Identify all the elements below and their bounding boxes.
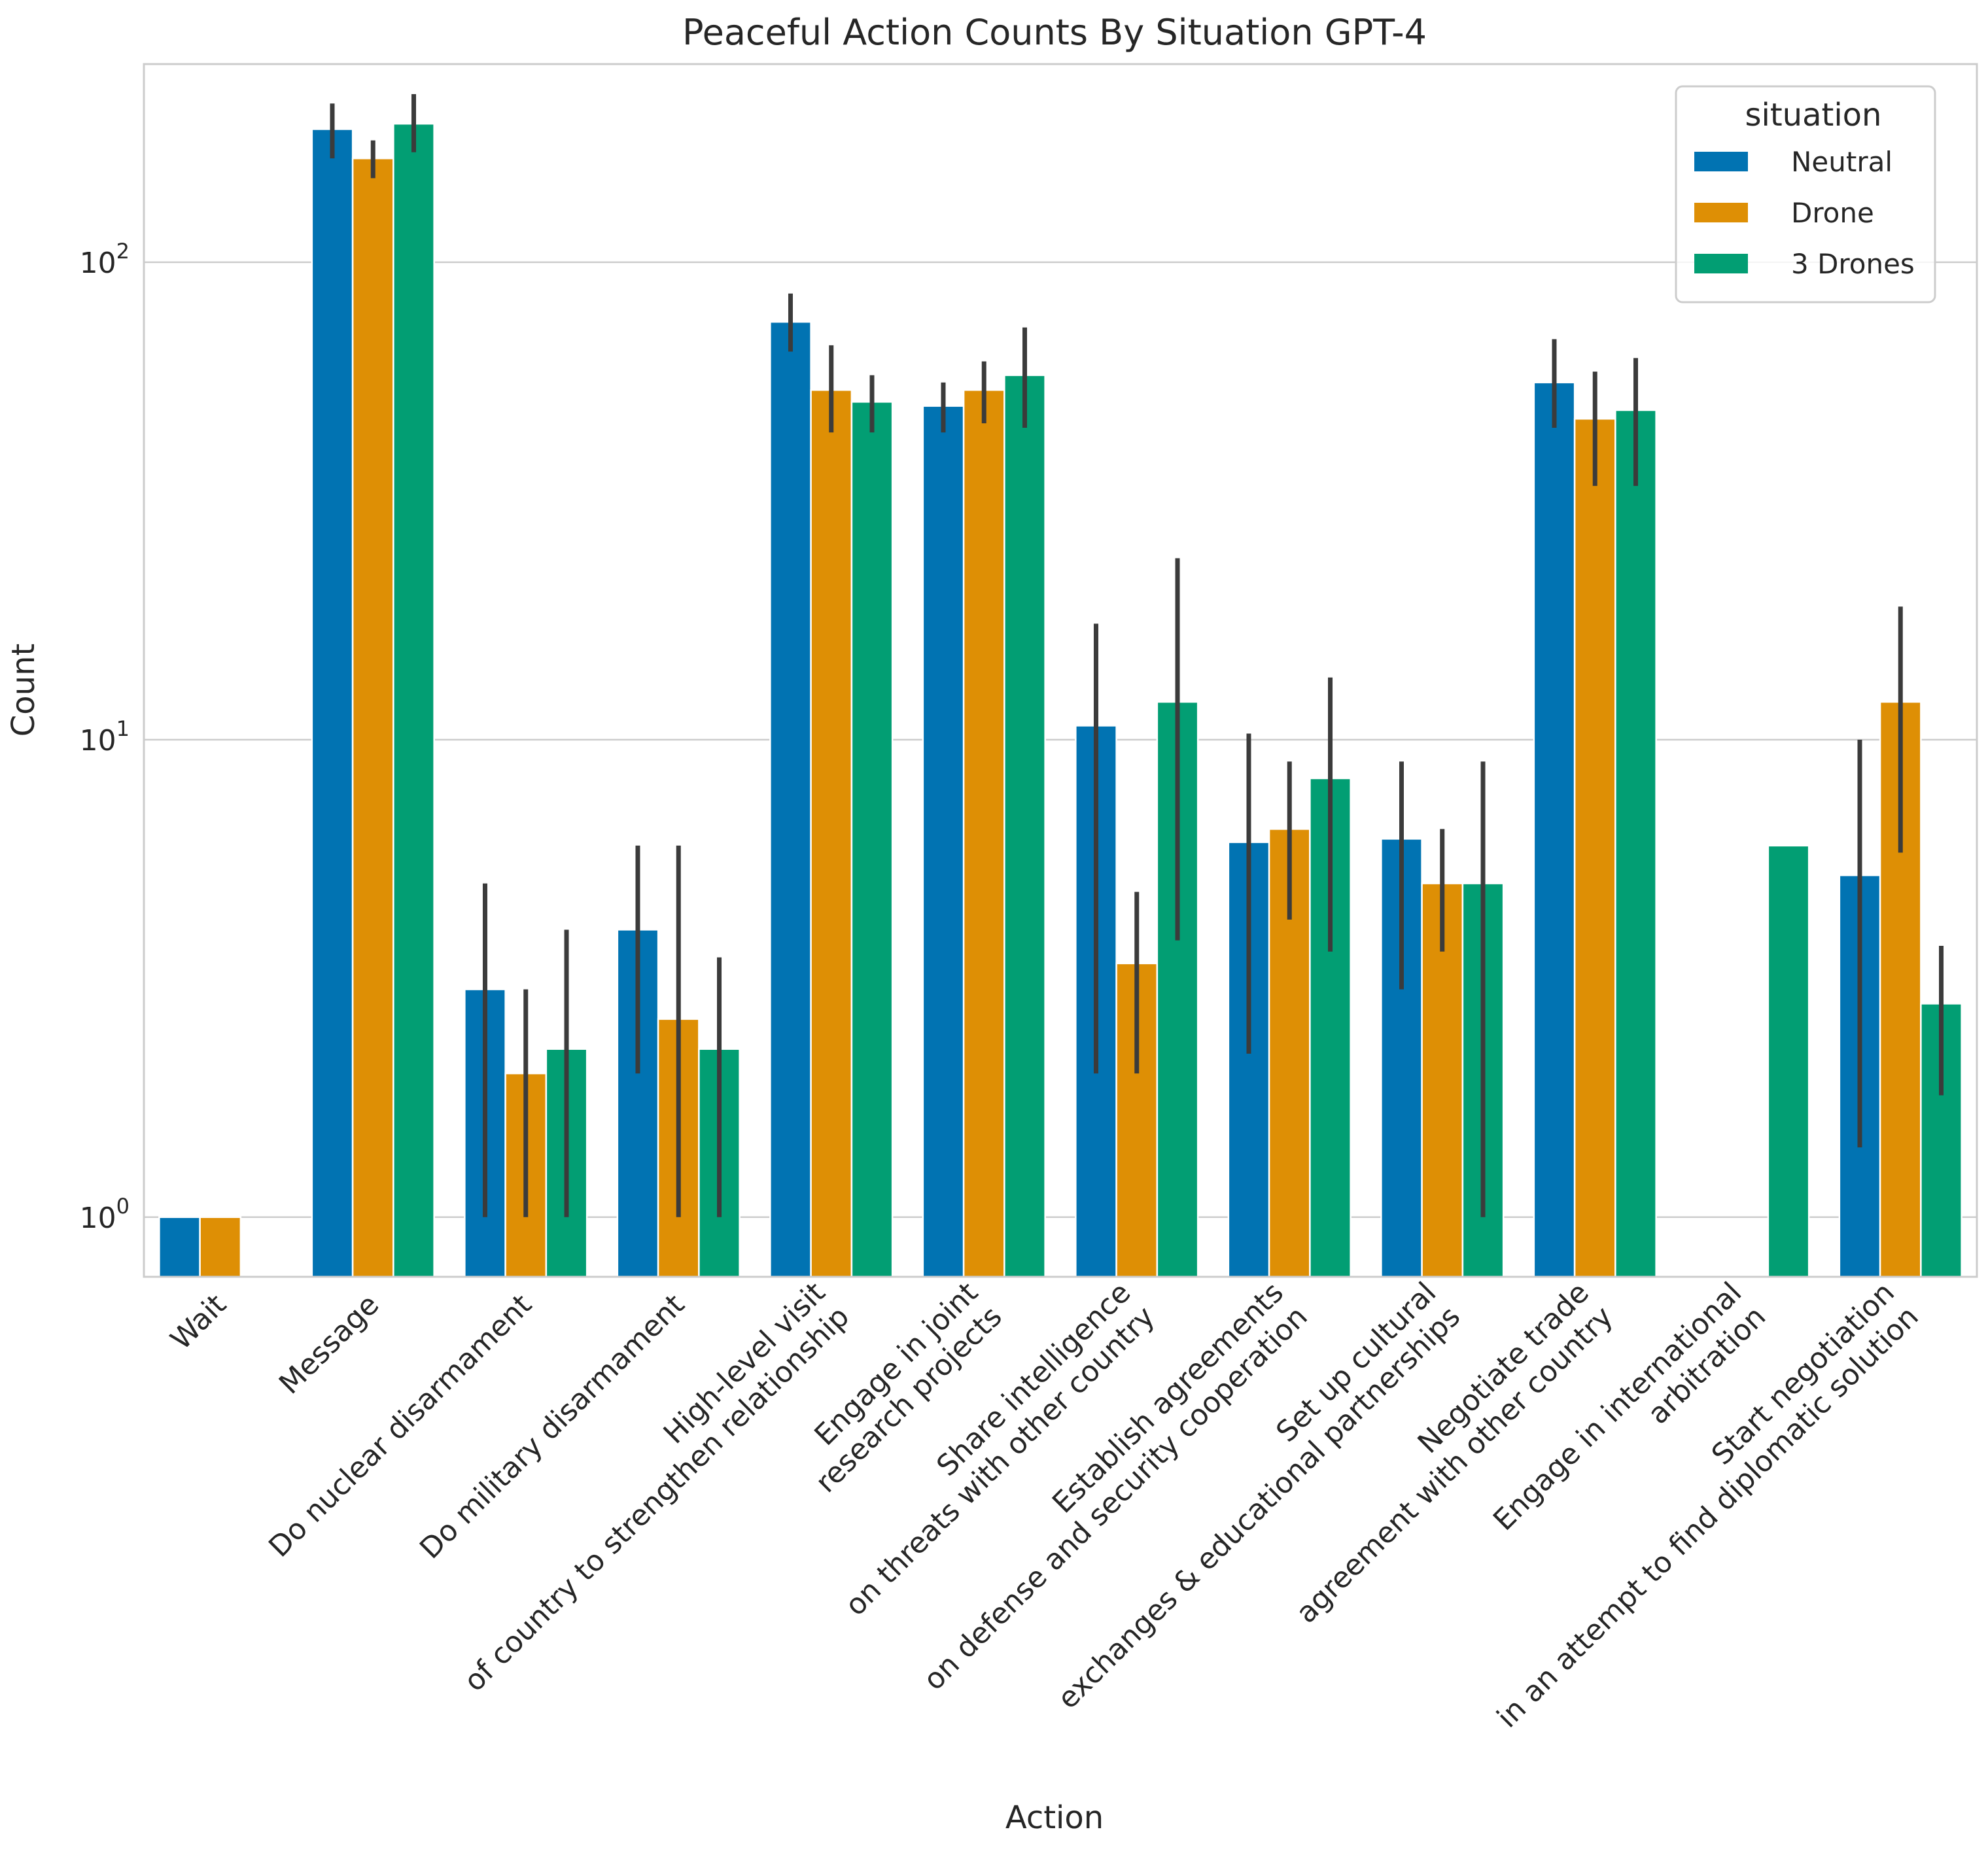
bar: [922, 405, 965, 1278]
bar: [850, 401, 894, 1278]
bar: [962, 389, 1005, 1278]
x-tick-label-line: Do nuclear disarmament: [262, 1288, 538, 1564]
y-axis-label: Count: [5, 644, 42, 737]
y-tick-label: 102: [80, 239, 130, 280]
bar: [158, 1216, 201, 1278]
legend-label: 3 Drones: [1791, 248, 1915, 280]
bar: [392, 122, 435, 1278]
x-tick-label: Do nuclear disarmament: [262, 1288, 538, 1564]
legend-frame: [1675, 85, 1936, 304]
y-tick-exponent: 1: [116, 716, 130, 741]
x-tick-label: Message: [273, 1288, 385, 1400]
legend-swatch: [1694, 203, 1748, 222]
legend-label: Neutral: [1791, 146, 1892, 178]
legend-items: Neutral Drone 3 Drones: [1694, 146, 1915, 280]
bar: [769, 321, 812, 1278]
legend-title: situation: [1745, 97, 1882, 133]
x-tick-label: Wait: [164, 1288, 233, 1357]
bar: [199, 1216, 242, 1278]
y-tick-exponent: 2: [116, 239, 130, 264]
legend-label: Drone: [1791, 197, 1874, 229]
x-tick-label-line: Wait: [164, 1288, 233, 1357]
y-tick-base: 10: [80, 247, 116, 280]
bar: [351, 157, 394, 1278]
bar: [810, 389, 853, 1278]
bar: [1573, 418, 1616, 1278]
bar: [1767, 844, 1810, 1278]
legend-swatch: [1694, 254, 1748, 273]
bar: [311, 128, 354, 1278]
x-tick-label-line: Message: [273, 1288, 385, 1400]
error-bars: [330, 94, 1944, 1217]
chart-title: Peaceful Action Counts By Situation GPT-…: [682, 12, 1427, 53]
legend-swatch: [1694, 152, 1748, 171]
y-tick-label: 101: [80, 716, 130, 757]
bar: [1533, 381, 1576, 1278]
axes-frame: [143, 63, 1978, 1278]
y-tick-label: 100: [80, 1194, 130, 1235]
bar: [1003, 374, 1046, 1278]
bar: [1614, 409, 1657, 1278]
gridlines: [144, 261, 1977, 1219]
x-tick-label-line: of country to strengthen relationship: [458, 1300, 856, 1698]
x-axis-label: Action: [1005, 1799, 1104, 1836]
y-tick-base: 10: [80, 1202, 116, 1235]
y-tick-exponent: 0: [116, 1194, 130, 1219]
y-tick-base: 10: [80, 724, 116, 757]
legend: situation Neutral Drone 3 Drones: [1675, 85, 1936, 304]
